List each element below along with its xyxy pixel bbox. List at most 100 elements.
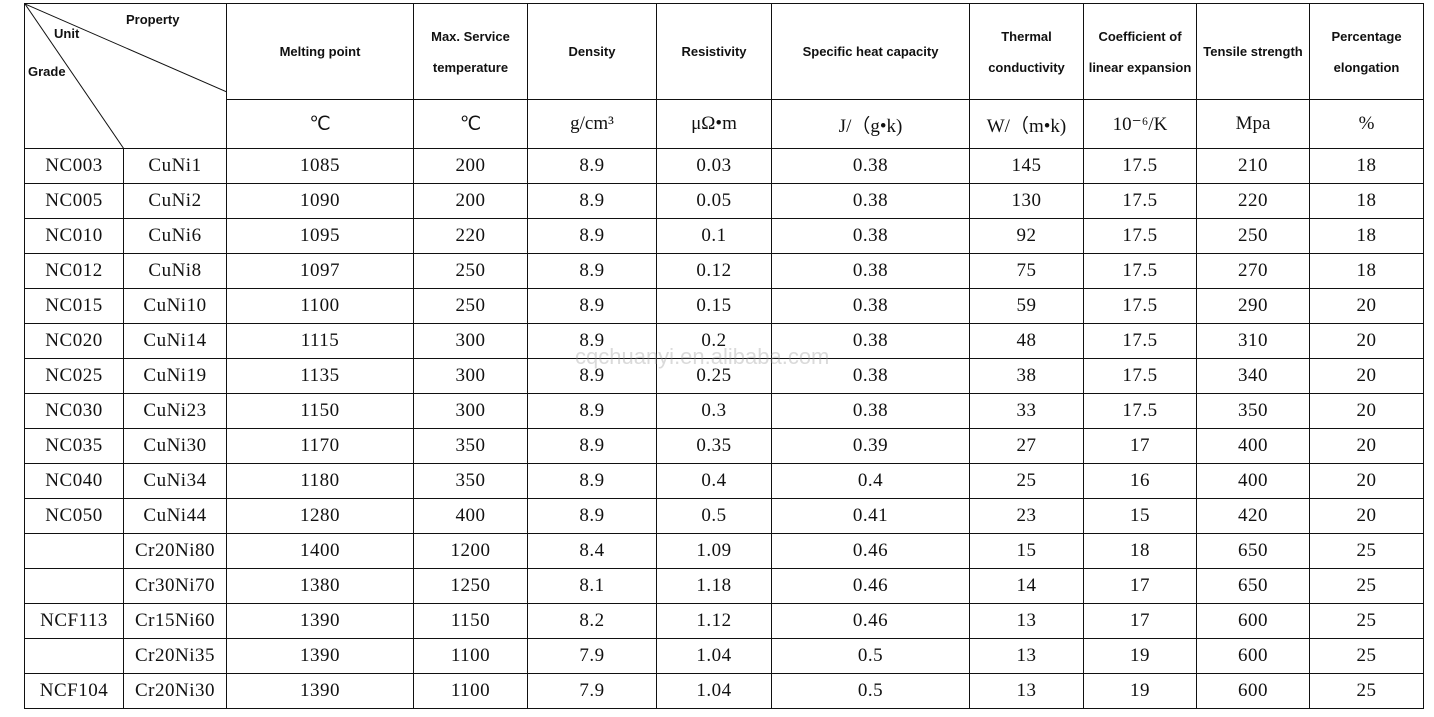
value-cell: 1390 <box>226 603 414 639</box>
value-cell: 8.9 <box>527 218 657 254</box>
table-body: NC003 CuNi1 1085 200 8.9 0.03 0.38 145 17.5 210 18… <box>24 148 1424 709</box>
value-cell: 75 <box>969 253 1084 289</box>
value-cell: 92 <box>969 218 1084 254</box>
value-cell: 0.15 <box>656 288 772 324</box>
value-cell: 250 <box>1196 218 1310 254</box>
value-cell: 18 <box>1309 148 1424 184</box>
alloy-cell: CuNi2 <box>123 183 227 219</box>
grade-cell: NC020 <box>24 323 124 359</box>
grade-cell: NC025 <box>24 358 124 394</box>
value-cell: 0.38 <box>771 148 970 184</box>
value-cell: 1.04 <box>656 638 772 674</box>
unit-cell: % <box>1309 99 1424 149</box>
value-cell: 8.1 <box>527 568 657 604</box>
value-cell: 0.38 <box>771 253 970 289</box>
value-cell: 18 <box>1309 183 1424 219</box>
value-cell: 0.38 <box>771 358 970 394</box>
value-cell: 1100 <box>226 288 414 324</box>
alloy-cell: CuNi8 <box>123 253 227 289</box>
value-cell: 17.5 <box>1083 358 1197 394</box>
value-cell: 17.5 <box>1083 253 1197 289</box>
value-cell: 8.9 <box>527 183 657 219</box>
table-row: NC015 CuNi10 1100 250 8.9 0.15 0.38 59 17.5 290 20 <box>24 288 1424 324</box>
value-cell: 17.5 <box>1083 218 1197 254</box>
unit-cell: 10⁻⁶/K <box>1083 99 1197 149</box>
value-cell: 0.38 <box>771 183 970 219</box>
value-cell: 0.4 <box>656 463 772 499</box>
value-cell: 20 <box>1309 323 1424 359</box>
value-cell: 14 <box>969 568 1084 604</box>
value-cell: 8.9 <box>527 498 657 534</box>
value-cell: 0.38 <box>771 393 970 429</box>
value-cell: 17.5 <box>1083 323 1197 359</box>
table-row: NC025 CuNi19 1135 300 8.9 0.25 0.38 38 17.5 340 20 <box>24 358 1424 394</box>
value-cell: 650 <box>1196 533 1310 569</box>
value-cell: 18 <box>1083 533 1197 569</box>
value-cell: 8.9 <box>527 358 657 394</box>
value-cell: 17.5 <box>1083 393 1197 429</box>
alloy-cell: Cr20Ni80 <box>123 533 227 569</box>
value-cell: 23 <box>969 498 1084 534</box>
table-row: NCF104 Cr20Ni30 1390 1100 7.9 1.04 0.5 13 19 600 2… <box>24 673 1424 709</box>
value-cell: 8.9 <box>527 463 657 499</box>
value-cell: 200 <box>413 183 528 219</box>
value-cell: 20 <box>1309 358 1424 394</box>
value-cell: 1115 <box>226 323 414 359</box>
value-cell: 18 <box>1309 218 1424 254</box>
value-cell: 38 <box>969 358 1084 394</box>
value-cell: 350 <box>413 428 528 464</box>
value-cell: 0.1 <box>656 218 772 254</box>
corner-unit-label: Unit <box>54 26 80 41</box>
value-cell: 59 <box>969 288 1084 324</box>
table-row: NC040 CuNi34 1180 350 8.9 0.4 0.4 25 16 400 20 <box>24 463 1424 499</box>
alloy-cell: CuNi30 <box>123 428 227 464</box>
column-header: Max. Service temperature <box>413 3 528 100</box>
value-cell: 20 <box>1309 463 1424 499</box>
unit-cell: J/（g•k) <box>771 99 970 149</box>
column-header: Percentage elongation <box>1309 3 1424 100</box>
value-cell: 7.9 <box>527 673 657 709</box>
grade-cell: NC030 <box>24 393 124 429</box>
value-cell: 25 <box>1309 638 1424 674</box>
table-row: NC005 CuNi2 1090 200 8.9 0.05 0.38 130 17.5 220 18 <box>24 183 1424 219</box>
value-cell: 8.9 <box>527 253 657 289</box>
alloy-cell: CuNi23 <box>123 393 227 429</box>
table-row: NC050 CuNi44 1280 400 8.9 0.5 0.41 23 15 420 20 <box>24 498 1424 534</box>
value-cell: 400 <box>1196 428 1310 464</box>
value-cell: 1250 <box>413 568 528 604</box>
grade-cell: NCF104 <box>24 673 124 709</box>
grade-cell: NC050 <box>24 498 124 534</box>
grade-cell: NC040 <box>24 463 124 499</box>
value-cell: 8.9 <box>527 323 657 359</box>
value-cell: 1180 <box>226 463 414 499</box>
column-header: Tensile strength <box>1196 3 1310 100</box>
value-cell: 19 <box>1083 638 1197 674</box>
value-cell: 310 <box>1196 323 1310 359</box>
value-cell: 17.5 <box>1083 148 1197 184</box>
column-header: Specific heat capacity <box>771 3 970 100</box>
grade-cell: NC035 <box>24 428 124 464</box>
grade-cell <box>24 638 124 674</box>
table-row: NC020 CuNi14 1115 300 8.9 0.2 0.38 48 17.5 310 20 <box>24 323 1424 359</box>
value-cell: 600 <box>1196 638 1310 674</box>
value-cell: 20 <box>1309 288 1424 324</box>
value-cell: 1280 <box>226 498 414 534</box>
alloy-cell: CuNi10 <box>123 288 227 324</box>
value-cell: 0.2 <box>656 323 772 359</box>
table-row: NC030 CuNi23 1150 300 8.9 0.3 0.38 33 17.5 350 20 <box>24 393 1424 429</box>
column-header: Resistivity <box>656 3 772 100</box>
value-cell: 17 <box>1083 603 1197 639</box>
value-cell: 25 <box>1309 568 1424 604</box>
value-cell: 0.03 <box>656 148 772 184</box>
value-cell: 1390 <box>226 673 414 709</box>
value-cell: 250 <box>413 253 528 289</box>
value-cell: 650 <box>1196 568 1310 604</box>
column-header: Density <box>527 3 657 100</box>
value-cell: 270 <box>1196 253 1310 289</box>
column-header: Coefficient of linear expansion <box>1083 3 1197 100</box>
value-cell: 350 <box>413 463 528 499</box>
value-cell: 1085 <box>226 148 414 184</box>
table-row: NC010 CuNi6 1095 220 8.9 0.1 0.38 92 17.5 250 18 <box>24 218 1424 254</box>
value-cell: 300 <box>413 358 528 394</box>
value-cell: 0.46 <box>771 568 970 604</box>
